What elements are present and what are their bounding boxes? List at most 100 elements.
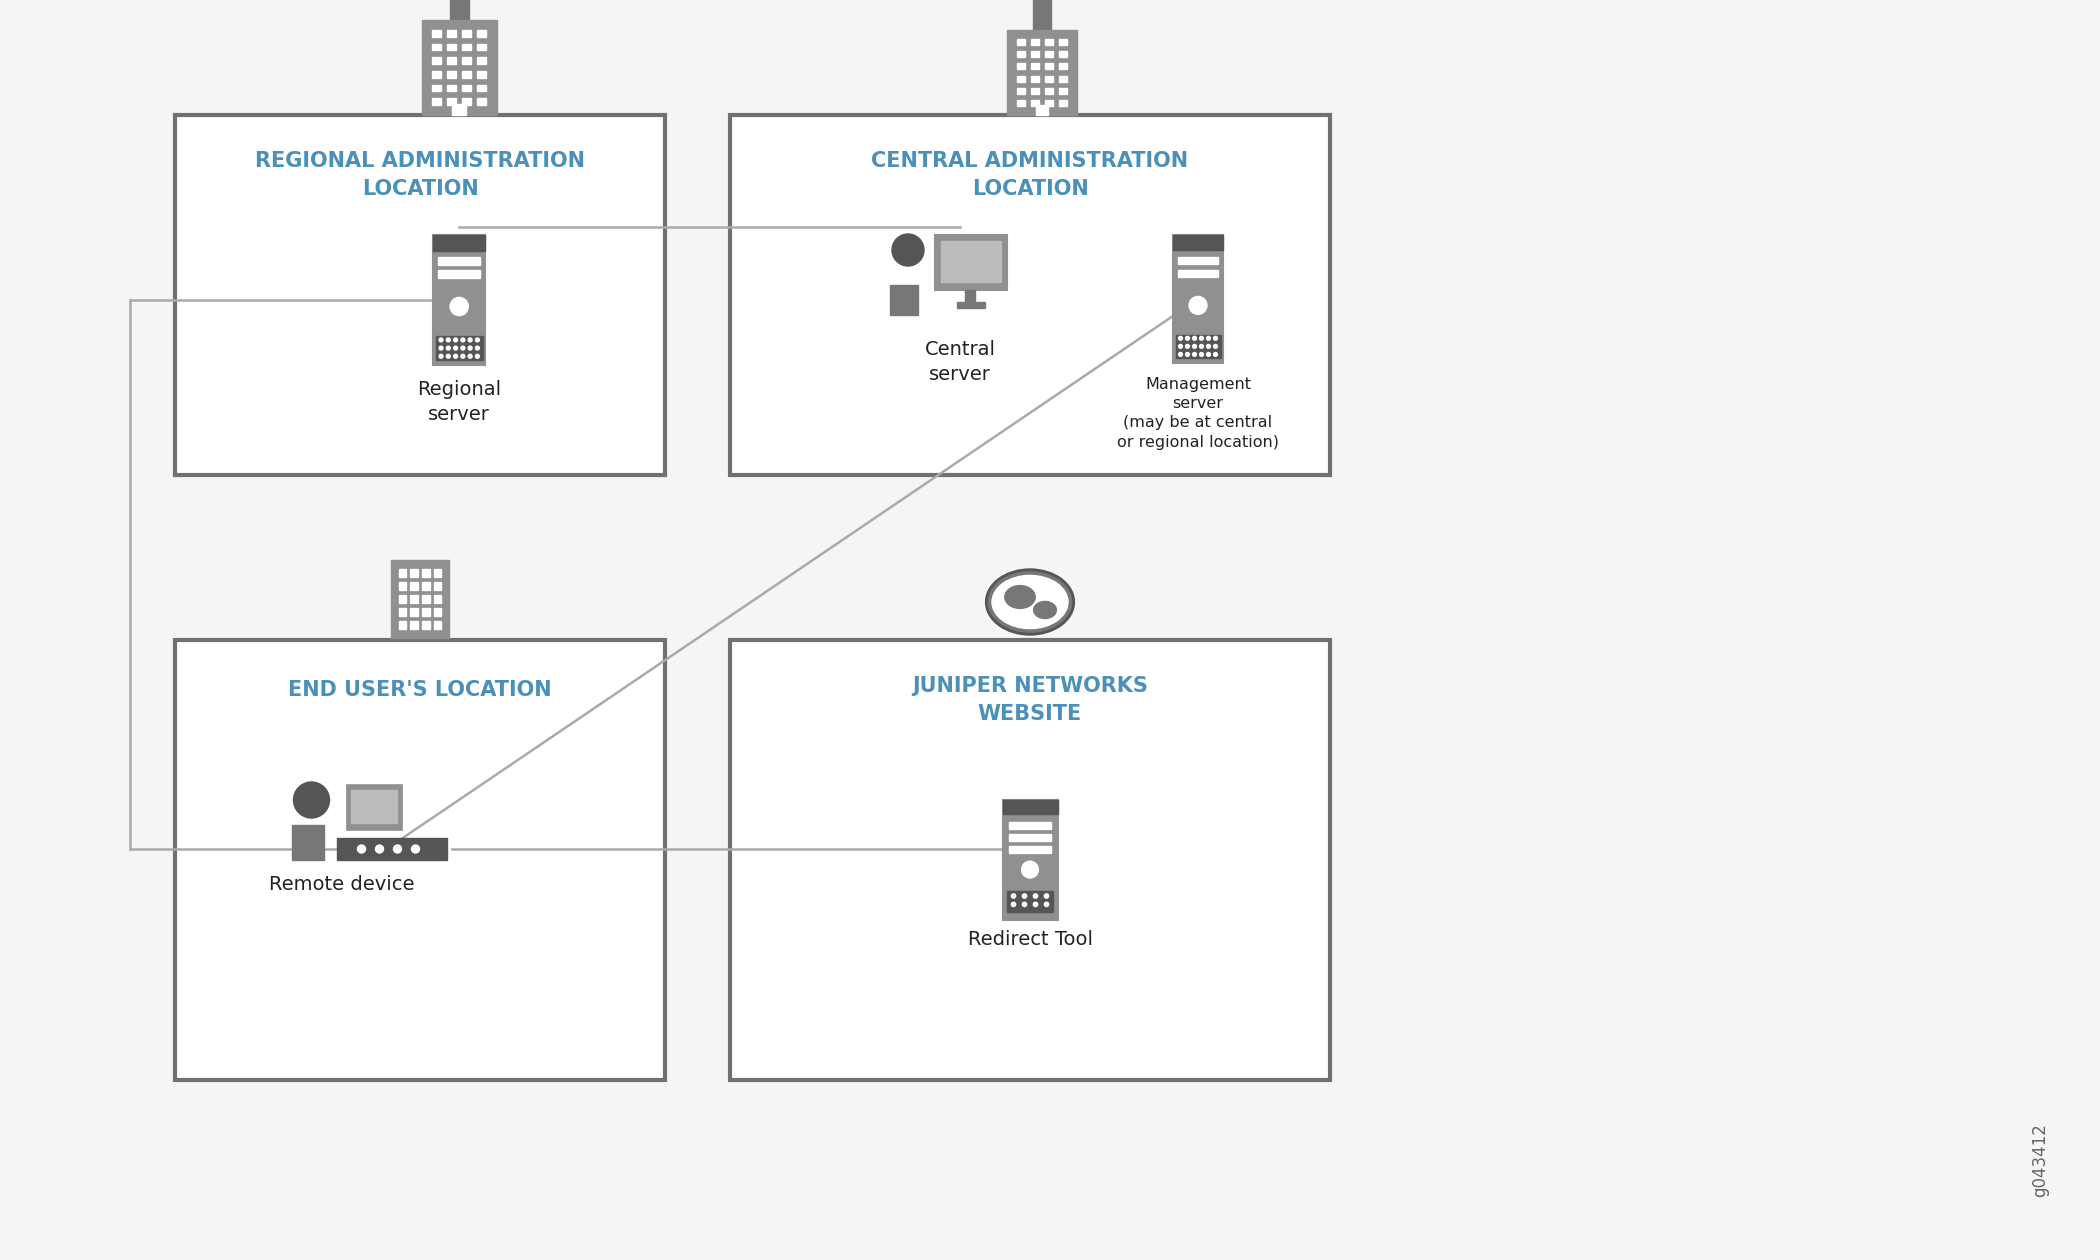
Bar — [433, 621, 441, 629]
Bar — [410, 621, 418, 629]
Circle shape — [1193, 344, 1197, 348]
Bar — [433, 44, 441, 50]
Bar — [447, 84, 456, 91]
Circle shape — [1214, 336, 1218, 340]
Bar — [1058, 52, 1067, 57]
Circle shape — [1178, 336, 1182, 340]
Bar — [391, 559, 449, 638]
Text: JUNIPER NETWORKS
WEBSITE: JUNIPER NETWORKS WEBSITE — [911, 677, 1149, 724]
Bar — [477, 58, 487, 64]
Circle shape — [1044, 893, 1048, 898]
Bar — [934, 236, 1008, 290]
Circle shape — [439, 338, 443, 341]
Bar — [1016, 52, 1025, 57]
Bar — [410, 596, 418, 602]
Bar — [447, 98, 456, 105]
Circle shape — [1208, 344, 1210, 348]
Bar — [1016, 100, 1025, 106]
Circle shape — [1186, 353, 1189, 357]
Bar — [1033, 0, 1050, 30]
Bar — [1046, 100, 1054, 106]
Bar — [399, 570, 407, 577]
Circle shape — [1186, 344, 1189, 348]
Bar — [447, 71, 456, 78]
Bar — [1046, 88, 1054, 93]
Circle shape — [892, 234, 924, 266]
Polygon shape — [292, 825, 323, 861]
Circle shape — [460, 346, 464, 350]
Circle shape — [454, 354, 458, 358]
Bar — [1058, 63, 1067, 69]
Bar — [966, 290, 974, 302]
Bar — [433, 58, 441, 64]
Circle shape — [447, 338, 449, 341]
Bar — [346, 785, 401, 830]
Text: g043412: g043412 — [2031, 1123, 2050, 1197]
Circle shape — [468, 354, 472, 358]
Text: CENTRAL ADMINISTRATION
LOCATION: CENTRAL ADMINISTRATION LOCATION — [872, 151, 1189, 199]
Bar — [433, 596, 441, 602]
Circle shape — [412, 845, 420, 853]
Circle shape — [1012, 902, 1016, 906]
Circle shape — [1199, 344, 1203, 348]
Circle shape — [475, 346, 479, 350]
Circle shape — [454, 338, 458, 341]
Bar — [410, 582, 418, 590]
Ellipse shape — [1004, 586, 1035, 609]
Bar — [1031, 63, 1040, 69]
Bar — [1058, 39, 1067, 45]
Circle shape — [1012, 893, 1016, 898]
Bar — [477, 71, 487, 78]
Bar — [336, 838, 447, 861]
Bar — [433, 236, 485, 365]
Bar — [731, 640, 1329, 1080]
Circle shape — [1214, 344, 1218, 348]
Bar — [1002, 800, 1058, 814]
Ellipse shape — [1033, 601, 1056, 619]
Circle shape — [357, 845, 365, 853]
Circle shape — [447, 346, 449, 350]
Circle shape — [454, 346, 458, 350]
Circle shape — [393, 845, 401, 853]
Bar — [1031, 52, 1040, 57]
Bar — [1178, 257, 1218, 265]
Bar — [1058, 88, 1067, 93]
Bar — [433, 236, 485, 251]
Bar — [731, 115, 1329, 475]
Bar — [1031, 100, 1040, 106]
Bar — [449, 0, 468, 20]
Circle shape — [475, 354, 479, 358]
Circle shape — [439, 354, 443, 358]
Bar — [462, 71, 470, 78]
Bar — [399, 582, 407, 590]
Bar — [433, 570, 441, 577]
Bar — [439, 257, 481, 265]
Bar — [433, 582, 441, 590]
Bar — [1016, 88, 1025, 93]
Circle shape — [439, 346, 443, 350]
Text: Remote device: Remote device — [269, 874, 414, 895]
Bar — [399, 609, 407, 616]
Bar — [1010, 834, 1050, 840]
Bar — [1058, 100, 1067, 106]
Bar — [462, 44, 470, 50]
Bar — [1008, 30, 1077, 115]
Bar — [1174, 236, 1222, 251]
Circle shape — [1208, 353, 1210, 357]
Circle shape — [447, 354, 449, 358]
Bar — [1006, 891, 1052, 911]
Bar — [1002, 800, 1058, 920]
Circle shape — [376, 845, 384, 853]
Bar — [1031, 88, 1040, 93]
Bar — [422, 570, 430, 577]
Circle shape — [1033, 902, 1037, 906]
Bar — [351, 790, 397, 823]
Bar — [433, 71, 441, 78]
Bar — [452, 103, 466, 115]
Bar — [174, 640, 666, 1080]
Ellipse shape — [991, 576, 1069, 629]
Bar — [477, 84, 487, 91]
Circle shape — [294, 782, 330, 818]
Bar — [439, 270, 481, 278]
Bar — [422, 596, 430, 602]
